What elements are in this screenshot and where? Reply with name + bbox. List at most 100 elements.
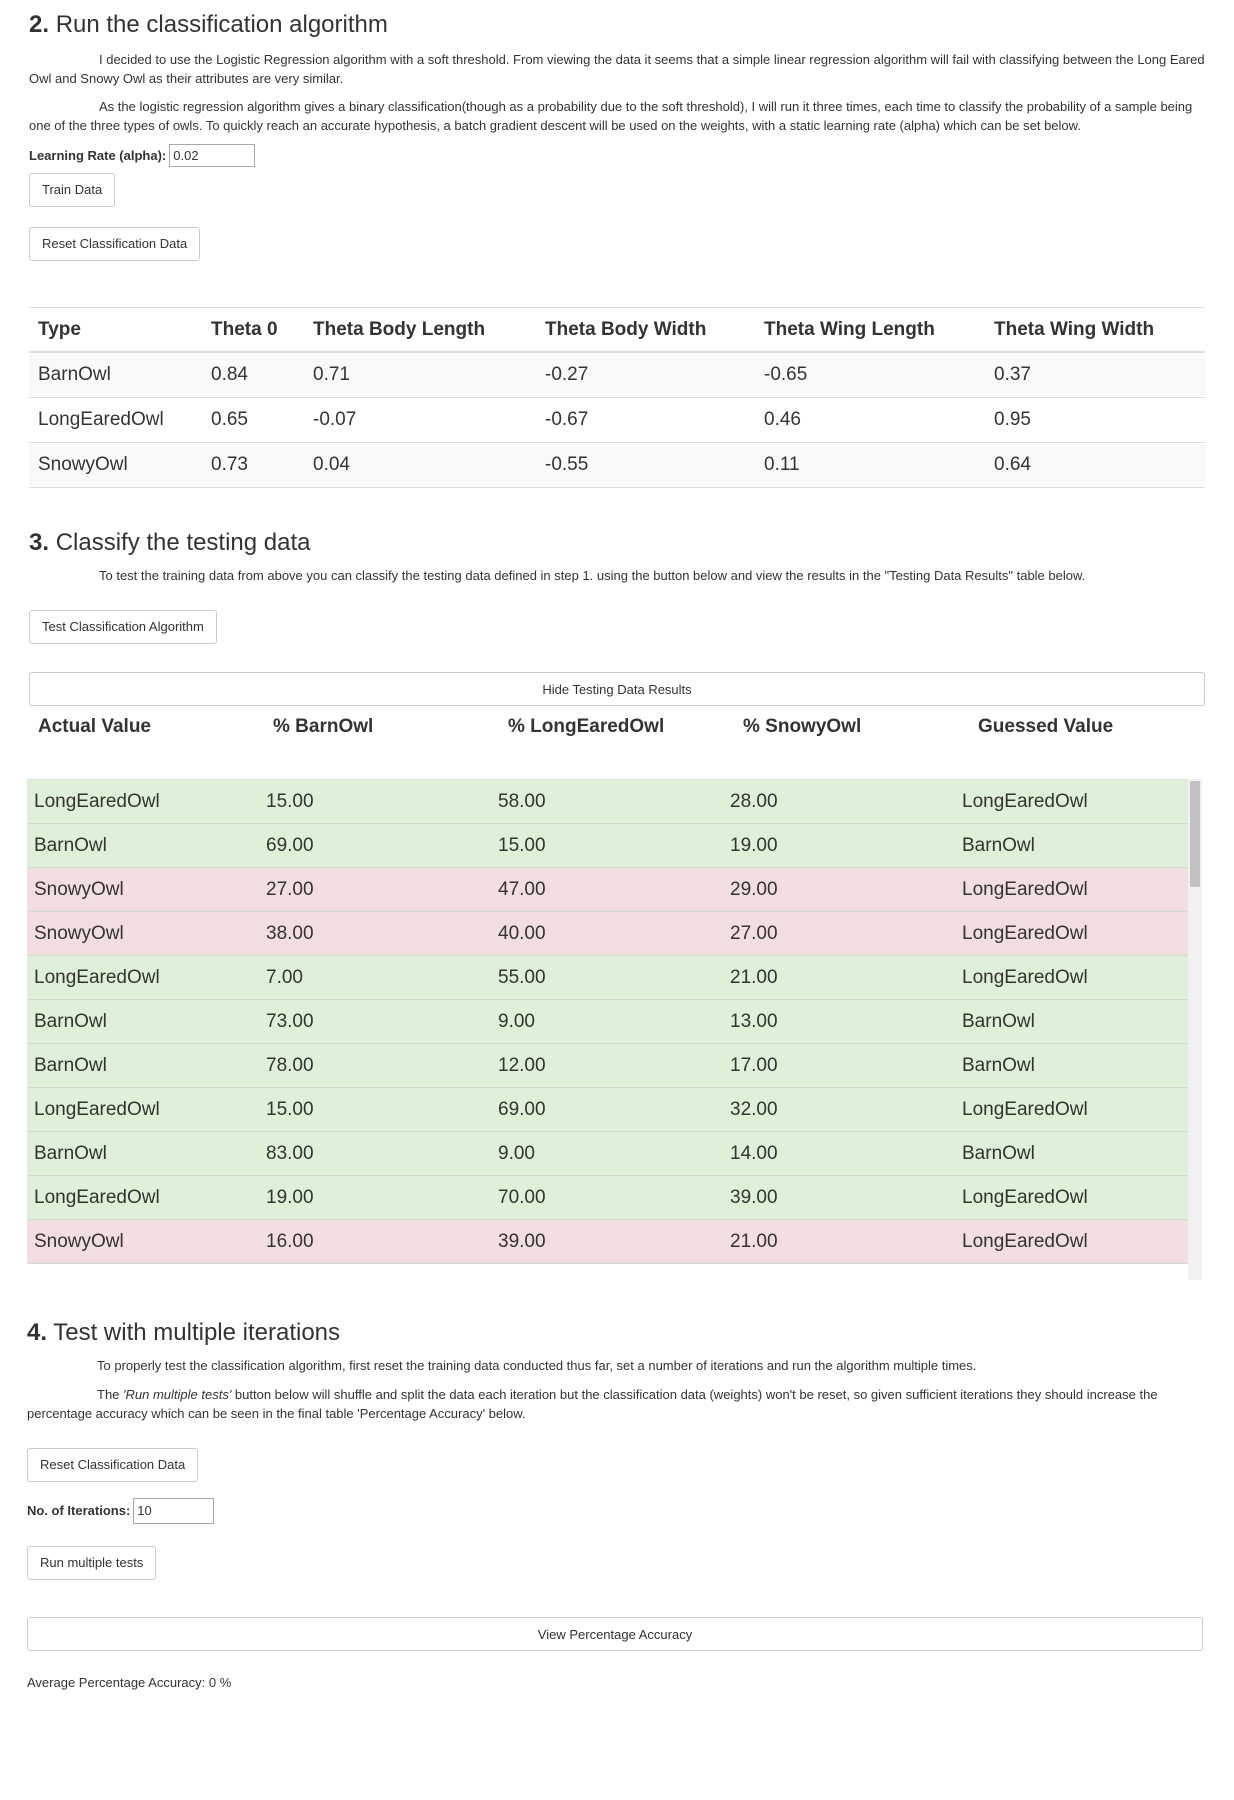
test-classification-button[interactable]: Test Classification Algorithm — [29, 610, 217, 644]
results-cell: 15.00 — [498, 834, 546, 856]
train-data-button[interactable]: Train Data — [29, 173, 116, 207]
results-cell: 9.00 — [498, 1010, 535, 1032]
results-cell: SnowyOwl — [34, 878, 124, 900]
theta-cell: -0.55 — [536, 442, 755, 488]
results-cell: 78.00 — [266, 1054, 314, 1076]
theta-cell: 0.64 — [985, 442, 1205, 488]
theta-header-theta0: Theta 0 — [202, 307, 304, 353]
results-cell: 69.00 — [266, 834, 314, 856]
theta-cell: -0.67 — [536, 397, 755, 443]
section-4-paragraph-2-start: The — [97, 1387, 124, 1402]
results-header-guessed: Guessed Value — [978, 716, 1114, 737]
section-2-heading: 2. Run the classification algorithm — [29, 10, 1205, 40]
results-cell: 13.00 — [730, 1010, 778, 1032]
results-cell: SnowyOwl — [34, 1230, 124, 1252]
theta-cell: 0.11 — [755, 442, 985, 488]
theta-header-body-width: Theta Body Width — [536, 307, 755, 353]
theta-cell: -0.07 — [304, 397, 536, 443]
table-row: LongEaredOwl 7.00 55.00 21.00 LongEaredOwl — [27, 956, 1188, 1000]
results-cell: 39.00 — [730, 1186, 778, 1208]
results-cell: SnowyOwl — [34, 922, 124, 944]
table-row: SnowyOwl 16.00 39.00 21.00 LongEaredOwl — [27, 1220, 1188, 1264]
results-cell: LongEaredOwl — [34, 790, 160, 812]
theta-cell: 0.37 — [985, 351, 1205, 398]
section-4-paragraph-2: The 'Run multiple tests' button below wi… — [27, 1385, 1203, 1423]
results-scrollbar-thumb[interactable] — [1190, 781, 1200, 887]
results-cell: LongEaredOwl — [962, 922, 1088, 944]
section-run-classification: 2. Run the classification algorithm I de… — [29, 10, 1205, 261]
results-cell: 12.00 — [498, 1054, 546, 1076]
learning-rate-row: Learning Rate (alpha): — [29, 142, 1205, 169]
results-cell: BarnOwl — [962, 1142, 1035, 1164]
results-cell: LongEaredOwl — [962, 790, 1088, 812]
theta-cell: 0.73 — [202, 442, 304, 488]
theta-cell: 0.65 — [202, 397, 304, 443]
results-cell: BarnOwl — [34, 1054, 107, 1076]
results-cell: 58.00 — [498, 790, 546, 812]
section-3-heading: 3. Classify the testing data — [29, 528, 1205, 558]
results-cell: LongEaredOwl — [962, 1186, 1088, 1208]
theta-cell: BarnOwl — [29, 351, 202, 398]
theta-cell: 0.04 — [304, 442, 536, 488]
results-cell: BarnOwl — [962, 1010, 1035, 1032]
results-cell: 32.00 — [730, 1098, 778, 1120]
reset-classification-button-2[interactable]: Reset Classification Data — [27, 1448, 199, 1482]
results-cell: LongEaredOwl — [962, 1230, 1088, 1252]
results-cell: 83.00 — [266, 1142, 314, 1164]
section-2-number: 2. — [29, 11, 50, 38]
section-multiple-iterations: 4. Test with multiple iterations To prop… — [27, 1318, 1203, 1580]
theta-cell: -0.65 — [755, 351, 985, 398]
results-cell: LongEaredOwl — [34, 1098, 160, 1120]
results-cell: 29.00 — [730, 878, 778, 900]
theta-cell: 0.46 — [755, 397, 985, 443]
results-cell: 9.00 — [498, 1142, 535, 1164]
section-3-number: 3. — [29, 529, 50, 556]
results-cell: 21.00 — [730, 1230, 778, 1252]
results-scrollbar[interactable] — [1188, 779, 1202, 1280]
section-classify-testing: 3. Classify the testing data To test the… — [29, 528, 1205, 644]
iterations-input[interactable] — [133, 1497, 215, 1524]
section-4-paragraph-2-end: button below will shuffle and split the … — [27, 1387, 1158, 1421]
table-row: SnowyOwl 27.00 47.00 29.00 LongEaredOwl — [27, 868, 1188, 912]
iterations-row: No. of Iterations: — [27, 1497, 1203, 1524]
results-cell: 15.00 — [266, 1098, 314, 1120]
results-cell: 38.00 — [266, 922, 314, 944]
table-row: BarnOwl 69.00 15.00 19.00 BarnOwl — [27, 824, 1188, 868]
section-2-paragraph-1: I decided to use the Logistic Regression… — [29, 52, 1205, 86]
view-percentage-accuracy-button[interactable]: View Percentage Accuracy — [27, 1617, 1203, 1651]
learning-rate-label: Learning Rate (alpha): — [29, 148, 167, 163]
results-cell: LongEaredOwl — [962, 1098, 1088, 1120]
theta-row: BarnOwl 0.84 0.71 -0.27 -0.65 0.37 — [29, 351, 1205, 398]
results-header-actual: Actual Value — [38, 716, 151, 737]
theta-header-body-length: Theta Body Length — [304, 307, 536, 353]
theta-table: Type Theta 0 Theta Body Length Theta Bod… — [29, 307, 1205, 488]
section-2-paragraph-2: As the logistic regression algorithm giv… — [29, 99, 1193, 133]
run-multiple-tests-button[interactable]: Run multiple tests — [27, 1546, 157, 1580]
results-header-longearedowl: % LongEaredOwl — [508, 716, 665, 737]
section-4-paragraph-2-emphasis: 'Run multiple tests' — [123, 1387, 232, 1402]
results-cell: 39.00 — [498, 1230, 546, 1252]
results-cell: LongEaredOwl — [962, 966, 1088, 988]
hide-testing-results-button[interactable]: Hide Testing Data Results — [29, 672, 1205, 706]
results-table-body[interactable]: LongEaredOwl 15.00 58.00 28.00 LongEaredOwl B… — [27, 779, 1188, 1281]
results-cell: LongEaredOwl — [34, 1186, 160, 1208]
theta-cell: LongEaredOwl — [29, 397, 202, 443]
results-cell: LongEaredOwl — [34, 966, 160, 988]
learning-rate-input[interactable] — [169, 144, 256, 167]
results-cell: BarnOwl — [34, 1010, 107, 1032]
theta-row: SnowyOwl 0.73 0.04 -0.55 0.11 0.64 — [29, 442, 1205, 488]
theta-table-header: Type Theta 0 Theta Body Length Theta Bod… — [29, 307, 1205, 353]
section-2-title: Run the classification algorithm — [55, 11, 388, 38]
table-row: SnowyOwl 38.00 40.00 27.00 LongEaredOwl — [27, 912, 1188, 956]
theta-cell: 0.84 — [202, 351, 304, 398]
results-cell: 70.00 — [498, 1186, 546, 1208]
results-cell: 73.00 — [266, 1010, 314, 1032]
iterations-label: No. of Iterations: — [27, 1503, 131, 1518]
results-cell: 55.00 — [498, 966, 546, 988]
reset-classification-button[interactable]: Reset Classification Data — [29, 227, 201, 261]
results-cell: 21.00 — [730, 966, 778, 988]
results-cell: 7.00 — [266, 966, 303, 988]
results-cell: 14.00 — [730, 1142, 778, 1164]
results-cell: 19.00 — [730, 834, 778, 856]
